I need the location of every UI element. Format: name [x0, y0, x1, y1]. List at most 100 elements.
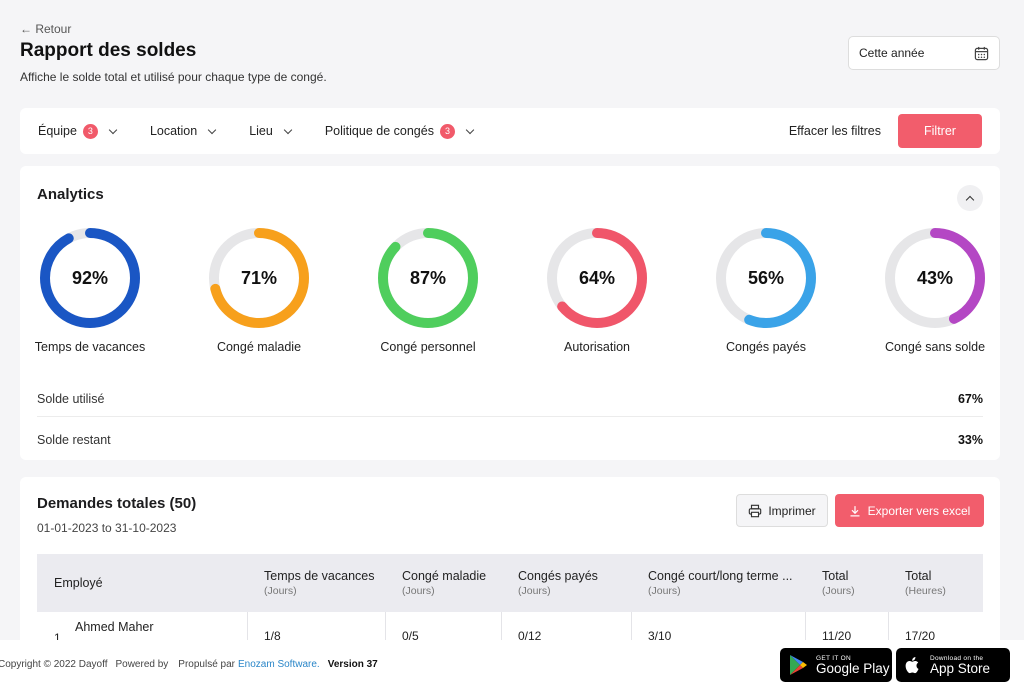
donut-ring: 87% — [378, 228, 478, 328]
used-balance-label: Solde utilisé — [37, 392, 105, 406]
donut-ring: 64% — [547, 228, 647, 328]
app-store-badge[interactable]: Download on the App Store — [896, 648, 1010, 682]
donut-percent: 92% — [72, 268, 108, 288]
page-title: Rapport des soldes — [20, 40, 197, 61]
export-label: Exporter vers excel — [867, 503, 971, 518]
back-link[interactable]: ← Retour — [20, 22, 72, 36]
clear-filters-link[interactable]: Effacer les filtres — [788, 124, 881, 138]
date-range-picker[interactable]: Cette année — [848, 36, 1000, 70]
donut-arc — [547, 228, 647, 328]
filter-leave-policy-badge: 3 — [439, 123, 455, 139]
apple-icon — [905, 657, 919, 674]
page-subtitle: Affiche le solde total et utilisé pour c… — [20, 70, 327, 84]
powered-by: Powered by — [115, 659, 169, 670]
donut-arc — [209, 228, 309, 328]
requests-date-range: 01-01-2023 to 31-10-2023 — [37, 521, 177, 535]
google-play-icon — [790, 655, 807, 675]
filter-team[interactable]: Équipe 3 — [38, 123, 118, 139]
donut-chart: 56% Congés payés — [696, 226, 836, 354]
employee-name[interactable]: Ahmed Maher — [75, 620, 154, 634]
filter-bar: Équipe 3 Location Lieu Politique de cong… — [20, 108, 1000, 154]
export-excel-button[interactable]: Exporter vers excel — [835, 494, 984, 527]
print-label: Imprimer — [768, 503, 816, 518]
filter-place-label: Lieu — [249, 124, 273, 138]
donut-label: Temps de vacances — [34, 340, 146, 354]
chevron-up-icon — [965, 195, 975, 204]
chevron-down-icon — [465, 125, 475, 134]
donut-ring: 43% — [885, 228, 985, 328]
analytics-title: Analytics — [37, 186, 104, 203]
donut-chart: 43% Congé sans solde — [865, 226, 1005, 354]
brand-link[interactable]: Enozam Software. — [237, 659, 320, 670]
chevron-down-icon — [283, 125, 293, 134]
table-header: Employé Temps de vacances (Jours) Congé m… — [37, 554, 983, 612]
donut-label: Congé maladie — [216, 340, 302, 354]
google-play-small: GET IT ON — [816, 654, 851, 662]
divider — [37, 416, 983, 417]
download-icon — [850, 505, 860, 516]
analytics-card: Analytics 92% Temps de vacances 71% Congé m… — [20, 166, 1000, 460]
column-header-total-days[interactable]: Total (Jours) — [822, 569, 855, 597]
chevron-down-icon — [207, 125, 217, 134]
filter-team-label: Équipe — [38, 124, 77, 138]
cell-vacation: 1/8 — [264, 629, 281, 643]
donut-chart: 64% Autorisation — [527, 226, 667, 354]
google-play-badge[interactable]: GET IT ON Google Play — [780, 648, 892, 682]
google-play-big: Google Play — [816, 660, 890, 676]
cell-short-long-term: 3/10 — [648, 629, 672, 643]
donut-ring: 71% — [209, 228, 309, 328]
app-store-big: App Store — [930, 660, 991, 676]
collapse-button[interactable] — [957, 185, 983, 211]
donut-arc — [378, 228, 478, 328]
filter-button[interactable]: Filtrer — [898, 114, 982, 148]
copyright: Copyright © 2022 Dayoff — [0, 659, 108, 670]
donut-arc — [716, 228, 816, 328]
column-header-total-hours[interactable]: Total (Heures) — [905, 569, 946, 597]
cell-total-hours: 17/20 — [905, 629, 936, 643]
column-header-paid[interactable]: Congés payés (Jours) — [518, 569, 598, 597]
donut-chart: 87% Congé personnel — [358, 226, 498, 354]
donut-chart: 92% Temps de vacances — [20, 226, 160, 354]
donut-ring: 56% — [716, 228, 816, 328]
filter-leave-policy-label: Politique de congés — [324, 124, 434, 138]
cell-paid: 0/12 — [518, 629, 542, 643]
remaining-balance-value: 33% — [957, 433, 983, 447]
row-index: 1 — [54, 631, 61, 645]
printer-icon — [749, 504, 762, 517]
propulse-par: Propulsé par — [178, 659, 235, 670]
donut-ring: 92% — [40, 228, 140, 328]
version: Version 37 — [327, 659, 378, 670]
cell-total-days: 11/20 — [822, 629, 852, 643]
column-header-vacation[interactable]: Temps de vacances (Jours) — [264, 569, 375, 597]
filter-team-badge: 3 — [82, 123, 98, 139]
print-button[interactable]: Imprimer — [736, 494, 828, 527]
donut-label: Autorisation — [563, 340, 630, 354]
donut-label: Congés payés — [726, 340, 806, 354]
app-store-small: Download on the — [930, 654, 984, 662]
chevron-down-icon — [108, 125, 118, 134]
used-balance-row: Solde utilisé 67% — [37, 379, 983, 419]
donut-percent: 56% — [748, 268, 784, 288]
donut-label: Congé sans solde — [884, 340, 986, 354]
used-balance-value: 67% — [957, 392, 983, 406]
filter-place[interactable]: Lieu — [249, 124, 293, 138]
donut-percent: 71% — [241, 268, 277, 288]
remaining-balance-row: Solde restant 33% — [37, 420, 983, 460]
filter-location[interactable]: Location — [149, 124, 217, 138]
donut-percent: 64% — [579, 268, 615, 288]
calendar-icon — [974, 46, 989, 60]
remaining-balance-label: Solde restant — [37, 433, 111, 447]
cell-sick: 0/5 — [402, 629, 419, 643]
column-header-employee[interactable]: Employé — [54, 576, 103, 590]
donut-percent: 87% — [410, 268, 446, 288]
donut-arc — [885, 228, 985, 328]
filter-leave-policy[interactable]: Politique de congés 3 — [324, 123, 475, 139]
donut-percent: 43% — [917, 268, 953, 288]
donut-arc — [40, 228, 140, 328]
filter-location-label: Location — [149, 124, 198, 138]
donut-label: Congé personnel — [380, 340, 476, 354]
column-header-short-long-term[interactable]: Congé court/long terme ... (Jours) — [648, 569, 793, 597]
date-range-value: Cette année — [859, 46, 925, 60]
column-header-sick[interactable]: Congé maladie (Jours) — [402, 569, 487, 597]
donut-chart: 71% Congé maladie — [189, 226, 329, 354]
